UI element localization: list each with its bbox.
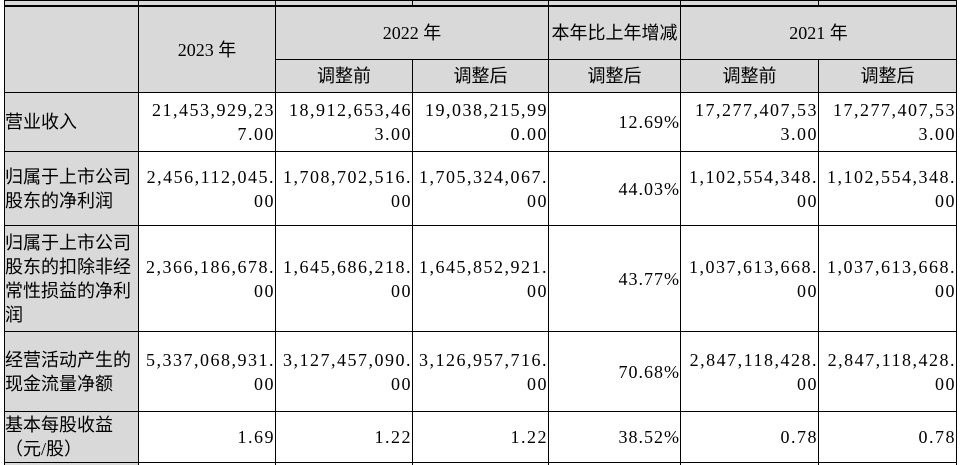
table-row-basic-eps: 基本每股收益（元/股） 1.69 1.22 1.22 38.52% 0.78 0…: [4, 411, 957, 463]
header-change-adj-after: 调整后: [548, 59, 681, 93]
table-row-net-profit: 归属于上市公司股东的净利润 2,456,112,045.00 1,708,702…: [4, 151, 957, 226]
row-label: 归属于上市公司股东的扣除非经常性损益的净利润: [4, 225, 139, 332]
value-change: 70.68%: [548, 331, 681, 412]
value-2022-before: 1.22: [275, 411, 413, 463]
value-2023: 2,366,186,678.00: [138, 225, 276, 332]
cutoff-cell: [818, 462, 957, 465]
value-2021-before: 1,102,554,348.00: [680, 151, 819, 226]
header-year-2023: 2023 年: [138, 5, 276, 93]
value-change: 44.03%: [548, 151, 681, 226]
financial-summary-table: 2023 年 2022 年 本年比上年增减 2021 年 调整前 调整后 调整后…: [4, 0, 957, 465]
value-2023: 2,456,112,045.00: [138, 151, 276, 226]
value-2021-after: 2,847,118,428.00: [818, 331, 957, 412]
value-2022-before: 1,708,702,516.00: [275, 151, 413, 226]
value-2022-after: 3,126,957,716.00: [412, 331, 549, 412]
value-2021-after: 1,037,613,668.00: [818, 225, 957, 332]
value-2021-after: 1,102,554,348.00: [818, 151, 957, 226]
value-change: 12.69%: [548, 92, 681, 152]
header-yoy-change: 本年比上年增减: [548, 5, 681, 60]
value-2021-before: 1,037,613,668.00: [680, 225, 819, 332]
value-2022-after: 1,645,852,921.00: [412, 225, 549, 332]
header-row-years: 2023 年 2022 年 本年比上年增减 2021 年: [4, 5, 957, 93]
cutoff-cell: [818, 0, 957, 7]
header-2022-adj-after: 调整后: [412, 59, 549, 93]
table-row-net-profit-excl-nonrecurring: 归属于上市公司股东的扣除非经常性损益的净利润 2,366,186,678.00 …: [4, 225, 957, 332]
value-2022-after: 1.22: [412, 411, 549, 463]
value-change: 38.52%: [548, 411, 681, 463]
header-year-2022: 2022 年: [275, 5, 549, 60]
row-label: 经营活动产生的现金流量净额: [4, 331, 139, 412]
value-2023: 1.69: [138, 411, 276, 463]
row-label: 归属于上市公司股东的净利润: [4, 151, 139, 226]
value-2021-before: 2,847,118,428.00: [680, 331, 819, 412]
header-2022-adj-before: 调整前: [275, 59, 413, 93]
row-label: 基本每股收益（元/股）: [4, 411, 139, 463]
previous-row-cutoff: [4, 0, 957, 7]
header-corner-cell: [4, 5, 139, 93]
table-row-operating-cash-flow: 经营活动产生的现金流量净额 5,337,068,931.00 3,127,457…: [4, 331, 957, 412]
value-2023: 21,453,929,237.00: [138, 92, 276, 152]
value-2021-before: 0.78: [680, 411, 819, 463]
value-2021-after: 0.78: [818, 411, 957, 463]
value-2022-before: 1,645,686,218.00: [275, 225, 413, 332]
header-row-adjustments: 调整前 调整后 调整后 调整前 调整后: [5, 59, 957, 93]
value-2022-before: 3,127,457,090.00: [275, 331, 413, 412]
row-label: 营业收入: [4, 92, 139, 152]
value-change: 43.77%: [548, 225, 681, 332]
next-row-cutoff: [4, 462, 957, 465]
value-2021-after: 17,277,407,533.00: [818, 92, 957, 152]
value-2022-after: 1,705,324,067.00: [412, 151, 549, 226]
value-2023: 5,337,068,931.00: [138, 331, 276, 412]
header-year-2021: 2021 年: [680, 5, 957, 60]
value-2022-after: 19,038,215,990.00: [412, 92, 549, 152]
header-2021-adj-after: 调整后: [818, 59, 957, 93]
table-row-revenue: 营业收入 21,453,929,237.00 18,912,653,463.00…: [4, 92, 957, 152]
value-2022-before: 18,912,653,463.00: [275, 92, 413, 152]
value-2021-before: 17,277,407,533.00: [680, 92, 819, 152]
header-2021-adj-before: 调整前: [680, 59, 819, 93]
